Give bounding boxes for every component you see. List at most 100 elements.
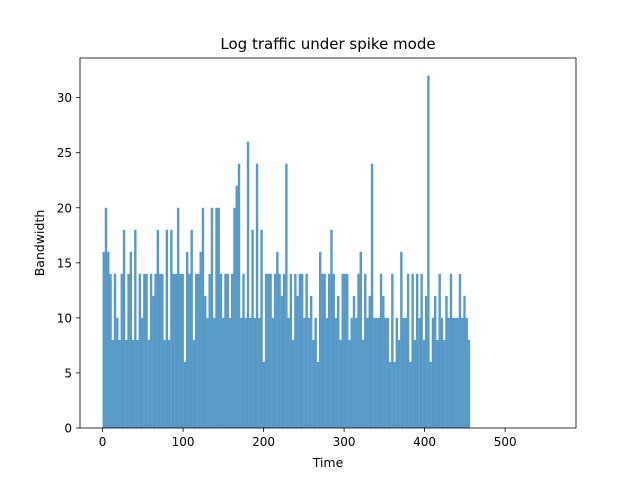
bar-50 bbox=[215, 207, 218, 428]
bar-64 bbox=[246, 141, 250, 428]
bar-128 bbox=[391, 273, 394, 428]
bar-16 bbox=[138, 273, 142, 428]
bar-153 bbox=[447, 317, 450, 428]
x-tick-label-2: 200 bbox=[252, 435, 275, 449]
x-tick-label-5: 500 bbox=[494, 435, 517, 449]
bar-63 bbox=[244, 317, 247, 428]
y-tick-label-4: 20 bbox=[57, 201, 72, 215]
bar-93 bbox=[312, 339, 315, 428]
bar-110 bbox=[350, 317, 353, 428]
bar-58 bbox=[233, 207, 236, 428]
bar-31 bbox=[172, 273, 175, 428]
bar-85 bbox=[294, 273, 297, 428]
bar-71 bbox=[262, 361, 266, 428]
bar-10 bbox=[125, 339, 128, 428]
bar-55 bbox=[226, 273, 229, 428]
bar-118 bbox=[368, 295, 371, 428]
bar-19 bbox=[145, 273, 148, 428]
bar-97 bbox=[321, 273, 324, 428]
bar-54 bbox=[224, 273, 227, 428]
bar-66 bbox=[251, 229, 254, 428]
bar-73 bbox=[267, 273, 270, 428]
bar-88 bbox=[300, 273, 304, 428]
bar-132 bbox=[400, 251, 403, 428]
bar-18 bbox=[143, 273, 146, 428]
bar-0 bbox=[102, 251, 105, 428]
bar-105 bbox=[339, 339, 342, 428]
bar-74 bbox=[269, 273, 272, 428]
bar-130 bbox=[395, 317, 399, 428]
bar-151 bbox=[442, 339, 446, 428]
bar-75 bbox=[271, 317, 275, 428]
x-tick-label-4: 400 bbox=[413, 435, 436, 449]
bar-43 bbox=[199, 251, 202, 428]
bar-76 bbox=[273, 273, 277, 428]
bar-48 bbox=[210, 207, 214, 428]
x-tick-label-3: 300 bbox=[333, 435, 356, 449]
bar-79 bbox=[280, 295, 284, 428]
bar-137 bbox=[411, 273, 414, 428]
bar-127 bbox=[388, 361, 392, 428]
bar-20 bbox=[147, 339, 151, 428]
bar-119 bbox=[370, 163, 374, 428]
bar-120 bbox=[373, 317, 376, 428]
bar-56 bbox=[228, 317, 232, 428]
bar-159 bbox=[461, 317, 464, 428]
bar-146 bbox=[431, 317, 435, 428]
bar-126 bbox=[386, 317, 390, 428]
bar-78 bbox=[278, 273, 281, 428]
bar-95 bbox=[316, 361, 320, 428]
bar-102 bbox=[332, 273, 335, 428]
bar-32 bbox=[174, 273, 178, 428]
bar-91 bbox=[307, 317, 311, 428]
bar-160 bbox=[463, 295, 466, 428]
bar-39 bbox=[190, 229, 193, 428]
bar-134 bbox=[404, 317, 408, 428]
bar-125 bbox=[384, 317, 387, 428]
bar-86 bbox=[296, 295, 299, 428]
bars-group bbox=[102, 75, 471, 428]
bar-116 bbox=[364, 273, 367, 428]
bar-14 bbox=[134, 229, 137, 428]
bar-35 bbox=[181, 273, 184, 428]
bar-15 bbox=[136, 339, 139, 428]
bar-57 bbox=[231, 273, 234, 428]
bar-7 bbox=[118, 339, 121, 428]
y-axis-label: Bandwidth bbox=[32, 210, 47, 277]
bar-77 bbox=[276, 251, 279, 428]
bar-61 bbox=[240, 317, 243, 428]
bar-12 bbox=[129, 251, 133, 428]
bar-157 bbox=[456, 317, 459, 428]
bar-149 bbox=[438, 273, 441, 428]
bar-6 bbox=[116, 317, 119, 428]
bar-45 bbox=[204, 295, 207, 428]
bar-94 bbox=[314, 317, 317, 428]
bar-53 bbox=[222, 317, 225, 428]
bar-80 bbox=[282, 273, 286, 428]
bar-47 bbox=[208, 273, 211, 428]
bar-123 bbox=[379, 273, 383, 428]
bar-136 bbox=[409, 361, 412, 428]
bar-161 bbox=[465, 317, 468, 428]
bar-98 bbox=[323, 273, 326, 428]
bar-46 bbox=[206, 317, 209, 428]
bar-89 bbox=[303, 317, 306, 428]
bar-121 bbox=[375, 317, 378, 428]
bar-152 bbox=[445, 295, 448, 428]
bar-29 bbox=[167, 339, 171, 428]
bar-62 bbox=[242, 273, 245, 428]
bar-131 bbox=[397, 339, 401, 428]
bar-17 bbox=[140, 317, 144, 428]
plot-frame bbox=[79, 57, 577, 429]
bar-138 bbox=[413, 339, 417, 428]
bar-38 bbox=[188, 273, 191, 428]
x-ticks-group: 0 100 200 300 400 500 bbox=[99, 428, 517, 449]
bar-30 bbox=[170, 229, 173, 428]
bar-34 bbox=[179, 273, 182, 428]
bar-3 bbox=[109, 273, 112, 428]
bar-99 bbox=[325, 317, 329, 428]
y-tick-label-6: 30 bbox=[57, 91, 72, 105]
bar-68 bbox=[255, 163, 259, 428]
bar-72 bbox=[264, 273, 268, 428]
bar-142 bbox=[422, 339, 426, 428]
